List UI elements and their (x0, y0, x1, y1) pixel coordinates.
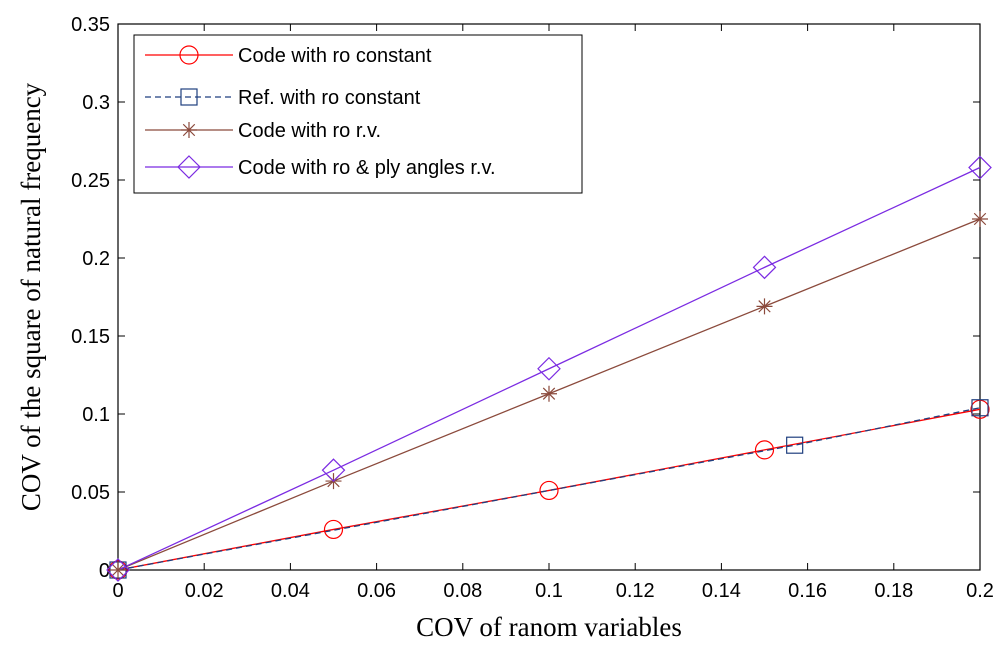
data-point-s0-0 (108, 560, 128, 580)
x-tick-label: 0.04 (271, 580, 310, 602)
x-tick-label: 0.2 (966, 580, 994, 602)
y-tick-label: 0.15 (71, 326, 110, 348)
data-point-s2-2-strokes (541, 385, 557, 402)
series-line-3 (117, 166, 981, 571)
x-axis-title: COV of ranom variables (416, 612, 682, 642)
y-tick-label: 0.2 (82, 248, 110, 270)
x-tick-label: 0.08 (443, 580, 482, 602)
y-tick-label: 0.1 (82, 404, 110, 426)
series-markers (106, 155, 992, 582)
data-point-s0-3 (754, 440, 775, 460)
x-tick-label: 0 (112, 580, 123, 602)
series-line-1 (117, 407, 981, 571)
data-point-s2-4 (972, 211, 988, 227)
x-tick-label: 0.18 (874, 580, 913, 602)
data-point-s1-2 (971, 399, 989, 417)
legend-marker-3 (177, 155, 201, 179)
y-tick-label: 0.25 (71, 170, 110, 192)
legend-marker-2-strokes (181, 122, 197, 138)
x-tick-label: 0.02 (185, 580, 224, 602)
x-tick-label: 0.06 (357, 580, 396, 602)
y-axis-title: COV of the square of natural frequency (16, 82, 46, 511)
legend-label-3: Code with ro & ply angles r.v. (238, 157, 496, 179)
legend-label-0: Code with ro constant (238, 45, 432, 67)
data-point-s0-2 (539, 480, 559, 501)
x-tick-label: 0.14 (702, 580, 741, 602)
data-point-s3-2 (537, 356, 561, 381)
legend: Code with ro constant Ref. with ro consta… (133, 34, 583, 194)
data-point-s2-0 (110, 562, 126, 578)
legend-entries: Code with ro constant Ref. with ro consta… (145, 45, 496, 179)
data-point-s3-4 (968, 155, 992, 180)
data-point-s2-4-strokes (972, 211, 988, 227)
legend-label-1: Ref. with ro constant (238, 87, 421, 109)
data-point-s3-1 (321, 458, 346, 483)
y-tick-label: 0.3 (82, 92, 110, 114)
legend-marker-2 (181, 122, 197, 138)
data-point-s2-0-strokes (110, 562, 126, 578)
data-point-s2-3-strokes (756, 298, 773, 315)
data-point-s0-1 (323, 519, 344, 540)
data-point-s2-2 (541, 385, 557, 402)
data-point-s3-3 (752, 255, 777, 280)
legend-label-2: Code with ro r.v. (238, 120, 381, 142)
legend-marker-1 (180, 88, 198, 106)
legend-marker-0 (179, 45, 199, 65)
axis-ticks: 0 0.02 0.04 0.06 0.08 0.1 0.12 0.14 0.16 0.18 0.2 0… (71, 14, 994, 602)
x-tick-label: 0.16 (788, 580, 827, 602)
data-point-s2-3 (756, 298, 773, 315)
x-tick-label: 0.12 (616, 580, 655, 602)
y-tick-label: 0.05 (71, 482, 110, 504)
x-tick-label: 0.1 (535, 580, 563, 602)
data-point-s3-0 (106, 558, 130, 582)
data-point-s1-1 (786, 436, 804, 454)
y-tick-label: 0 (99, 560, 110, 582)
y-tick-label: 0.35 (71, 14, 110, 36)
